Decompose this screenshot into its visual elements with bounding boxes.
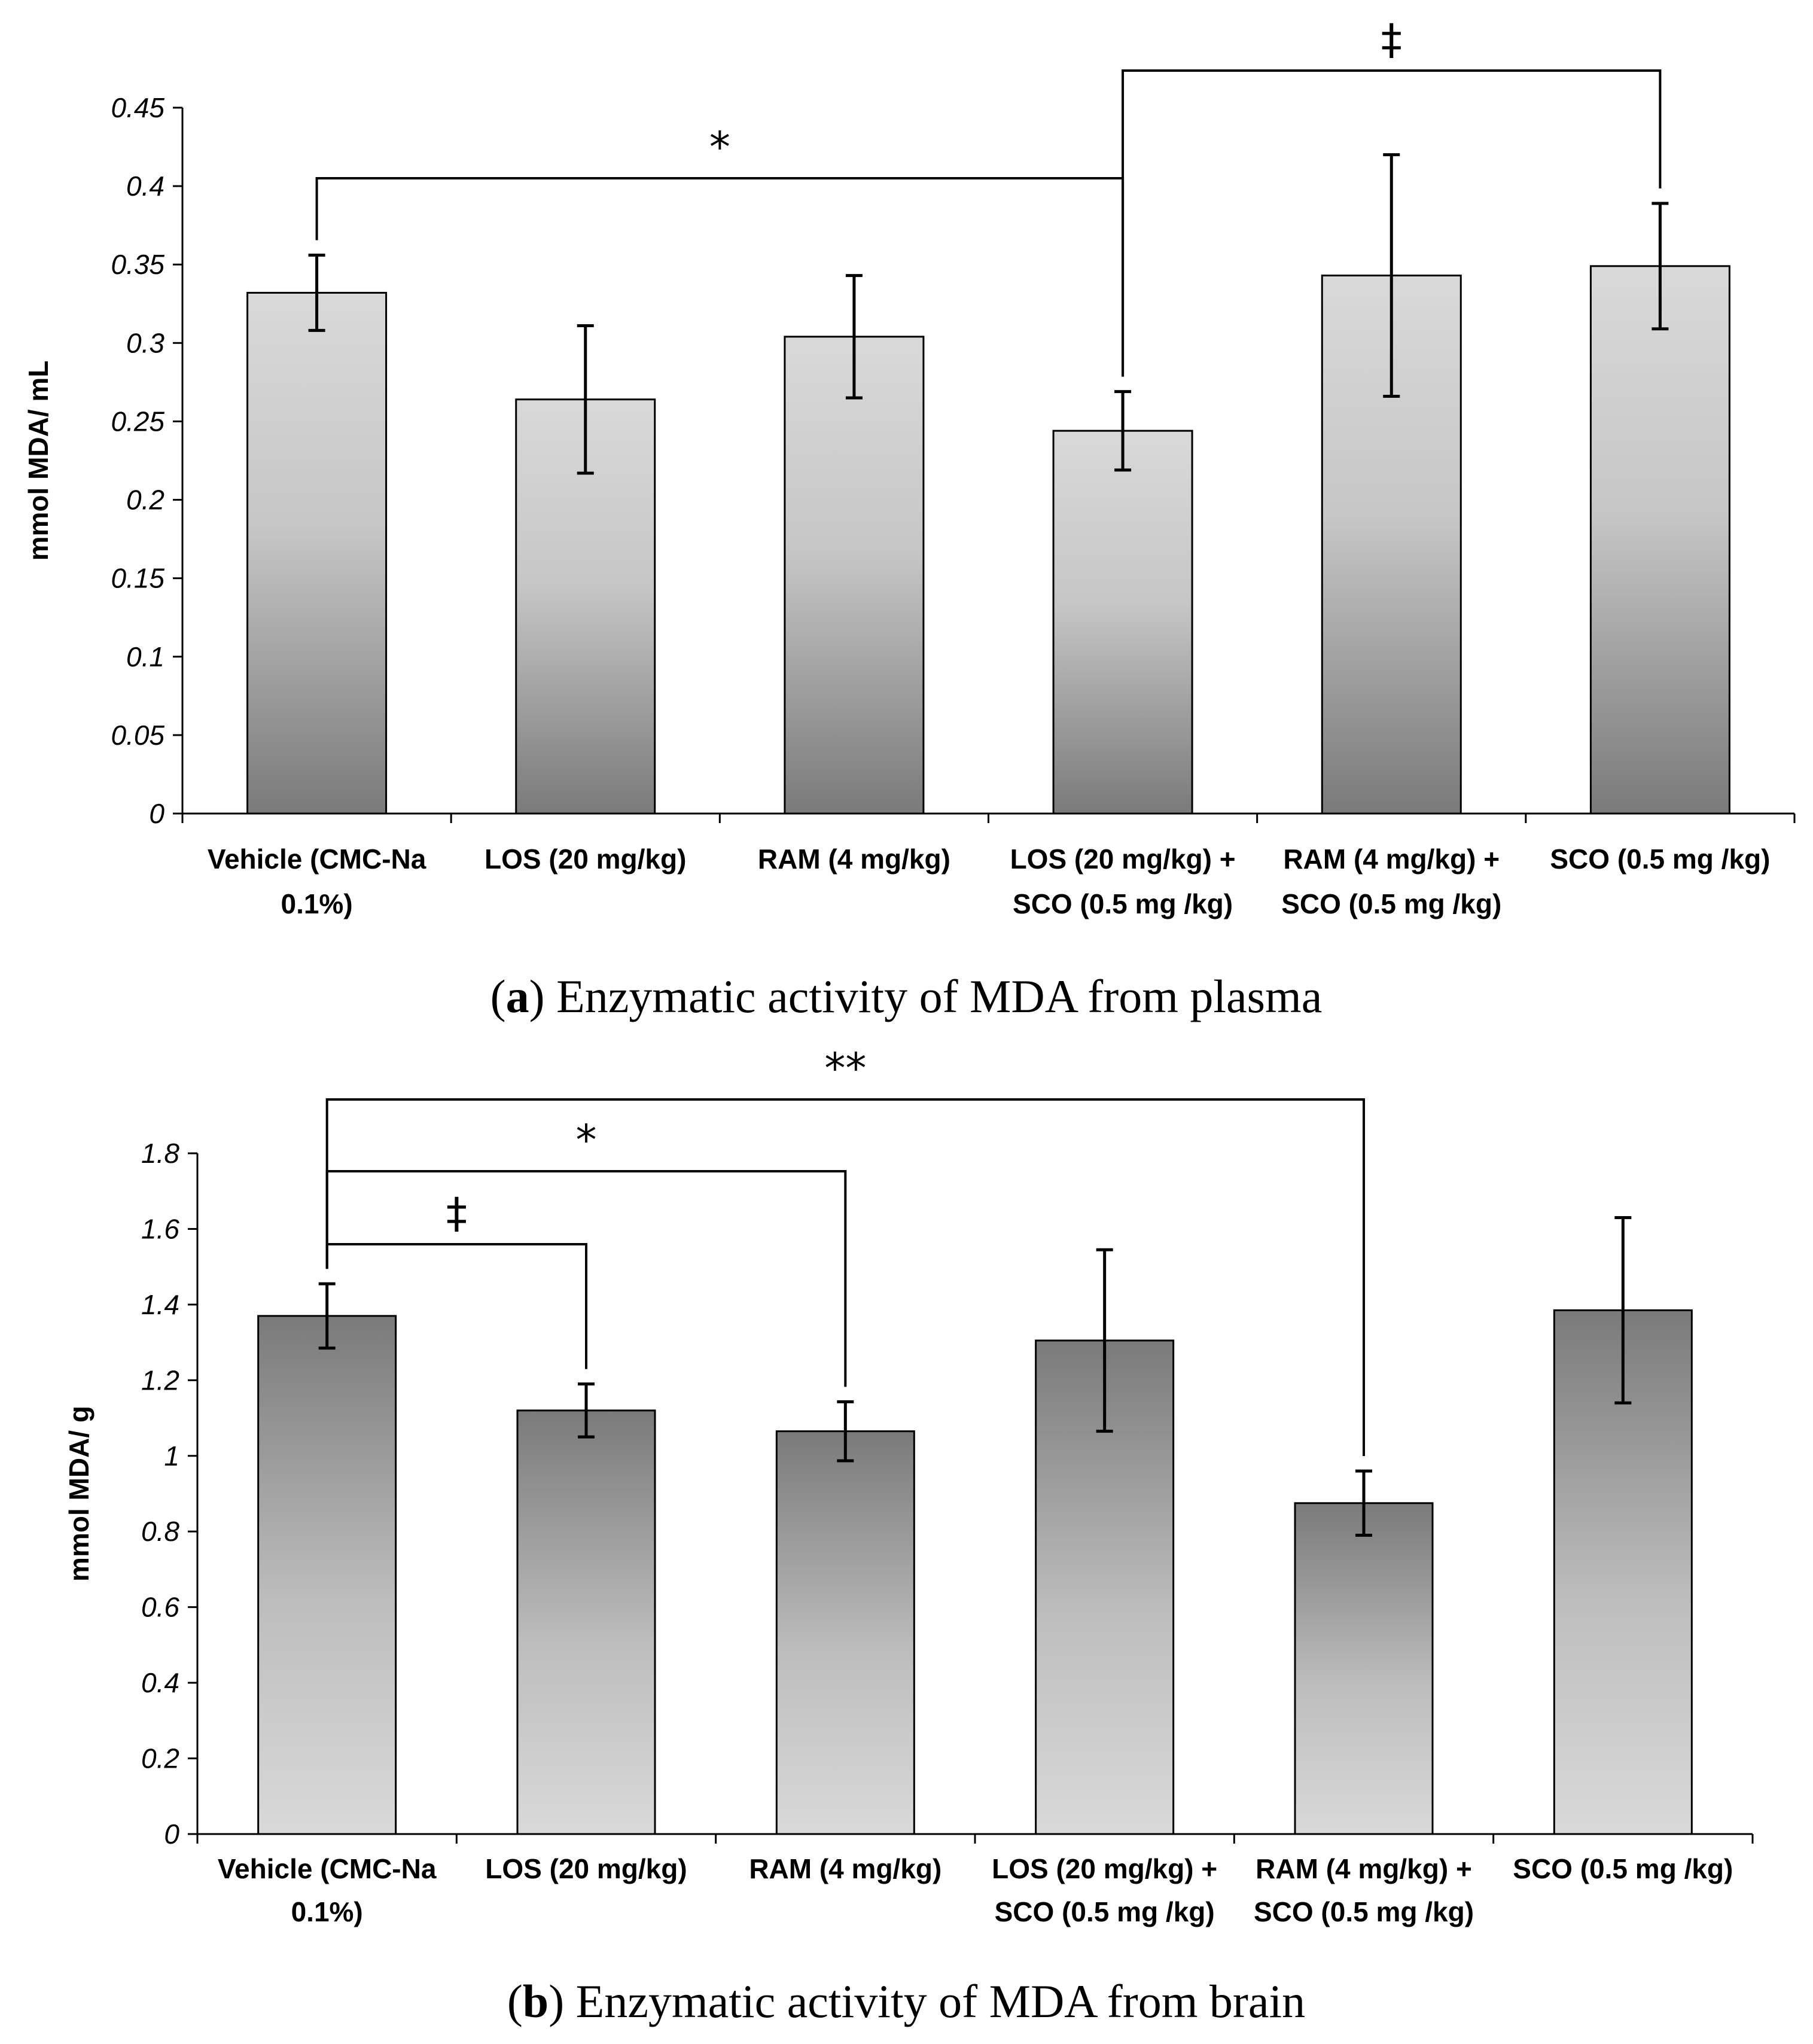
y-tick-label: 0.6	[141, 1592, 179, 1623]
y-tick-label: 0	[149, 798, 164, 829]
y-tick-label: 0.25	[111, 406, 164, 437]
y-tick-label: 0.4	[126, 170, 164, 202]
y-tick-label: 1.6	[141, 1213, 179, 1244]
x-category-label: 0.1%)	[281, 888, 352, 919]
x-category-label: RAM (4 mg/kg) +	[1256, 1853, 1472, 1884]
y-tick-label: 1.4	[141, 1289, 179, 1320]
panel-b-labels: 0 0.2 0.4 0.6 0.8 1 1.2 1.4 1.6 1.8 mmol MDA/ g Veh…	[63, 1138, 1733, 1927]
x-category-label: RAM (4 mg/kg)	[758, 843, 950, 875]
y-tick-label: 0.1	[126, 641, 164, 672]
y-tick-label: 0.35	[111, 249, 164, 280]
y-tick-label: 0.05	[111, 720, 164, 751]
panel-a-caption: (a) Enzymatic activity of MDA from plasm…	[490, 970, 1323, 1022]
bar	[257, 1315, 397, 1835]
y-tick-label: 1.2	[141, 1364, 179, 1396]
panel-a-caption-text: Enzymatic activity of MDA from plasma	[545, 970, 1323, 1022]
panel-b-caption-letter: b	[523, 1975, 549, 2027]
y-tick-label: 0.2	[126, 485, 164, 516]
panel-b-caption: (b) Enzymatic activity of MDA from brain	[507, 1975, 1305, 2027]
bar	[246, 291, 388, 815]
x-category-label: Vehicle (CMC-Na	[218, 1853, 437, 1884]
y-tick-label: 1	[164, 1440, 179, 1472]
x-category-label: SCO (0.5 mg /kg)	[1254, 1896, 1474, 1927]
panel-a-significance: *‡	[315, 15, 1662, 377]
y-tick-label: 0.2	[141, 1743, 179, 1774]
y-tick-label: 0.4	[141, 1667, 179, 1698]
bar	[775, 1430, 915, 1835]
x-category-label: SCO (0.5 mg /kg)	[1013, 888, 1233, 919]
significance-bracket	[325, 1098, 1365, 1457]
significance-label: ‡	[1381, 15, 1402, 64]
y-tick-label: 0.8	[141, 1516, 179, 1547]
panel-b-significance: ‡***	[325, 1044, 1365, 1457]
significance-label: *	[709, 123, 730, 172]
y-tick-label: 1.8	[141, 1138, 179, 1169]
x-category-label: Vehicle (CMC-Na	[208, 843, 426, 875]
x-category-label: SCO (0.5 mg /kg)	[1513, 1853, 1733, 1884]
x-category-label: SCO (0.5 mg /kg)	[1550, 843, 1770, 875]
y-tick-label: 0.15	[111, 563, 164, 594]
panel-b-caption-text: Enzymatic activity of MDA from brain	[564, 1975, 1305, 2027]
bar	[1589, 265, 1730, 815]
x-category-label: LOS (20 mg/kg) +	[992, 1853, 1217, 1884]
bar	[1052, 429, 1193, 815]
bar	[516, 1409, 656, 1835]
panel-a-plasma-chart: *‡ 00.050.10.150.20.250.30.350.40.45mmol…	[23, 15, 1796, 919]
x-category-label: RAM (4 mg/kg) +	[1283, 843, 1500, 875]
x-category-label: SCO (0.5 mg /kg)	[995, 1896, 1215, 1927]
y-tick-label: 0.45	[111, 92, 164, 123]
significance-bracket	[315, 177, 1125, 377]
x-category-label: SCO (0.5 mg /kg)	[1281, 888, 1501, 919]
bar	[784, 336, 925, 815]
x-category-label: LOS (20 mg/kg) +	[1010, 843, 1236, 875]
bar	[1294, 1502, 1434, 1835]
panel-a-caption-letter: a	[506, 970, 529, 1022]
x-category-label: RAM (4 mg/kg)	[749, 1853, 941, 1884]
x-category-label: LOS (20 mg/kg)	[485, 843, 686, 875]
significance-label: ‡	[446, 1189, 467, 1238]
y-tick-label: 0	[164, 1818, 179, 1850]
significance-bracket	[1122, 69, 1662, 377]
panel-b-axes	[188, 1152, 1754, 1844]
x-category-label: LOS (20 mg/kg)	[485, 1853, 687, 1884]
significance-label: *	[576, 1116, 597, 1165]
y-axis-title: mmol MDA/ g	[63, 1406, 95, 1582]
panel-b-bars	[257, 1216, 1693, 1835]
panel-a-labels: 0 0.05 0.1 0.15 0.2 0.25 0.3 0.35 0.4 0.45 mmol MD…	[23, 92, 1770, 919]
y-tick-label: 0.3	[126, 327, 164, 358]
x-category-label: 0.1%)	[291, 1896, 363, 1927]
panel-a-axes	[173, 106, 1796, 823]
significance-label: **	[824, 1044, 866, 1093]
panel-a-bars	[246, 153, 1730, 815]
y-axis-title: mmol MDA/ mL	[23, 361, 54, 561]
